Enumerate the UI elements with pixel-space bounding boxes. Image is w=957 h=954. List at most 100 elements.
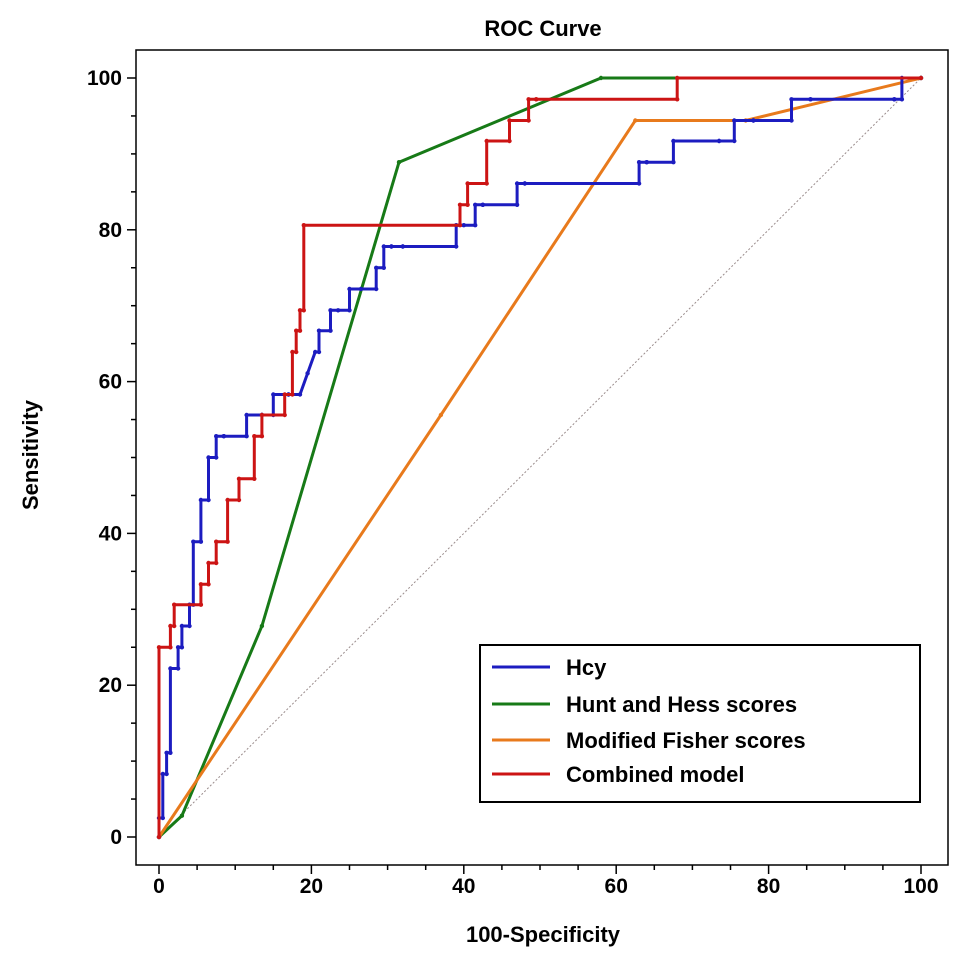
data-point-combined-model bbox=[252, 434, 257, 439]
data-point-hcy bbox=[179, 645, 185, 650]
data-point-modified-fisher-scores bbox=[438, 412, 444, 418]
data-point-hcy bbox=[480, 202, 485, 207]
data-point-combined-model bbox=[198, 582, 204, 587]
data-point-combined-model bbox=[507, 118, 512, 123]
data-point-combined-model bbox=[526, 97, 531, 102]
data-point-combined-model bbox=[301, 223, 306, 228]
y-tick-label: 80 bbox=[99, 219, 122, 242]
data-point-hcy bbox=[198, 539, 204, 544]
data-point-hunt-and-hess-scores bbox=[259, 623, 265, 629]
data-point-combined-model bbox=[465, 202, 470, 207]
data-point-hcy bbox=[164, 771, 169, 777]
data-point-hcy bbox=[175, 666, 181, 671]
data-point-combined-model bbox=[206, 560, 211, 566]
data-point-combined-model bbox=[484, 181, 489, 186]
y-tick-label: 40 bbox=[99, 522, 122, 545]
data-point-hcy bbox=[191, 539, 196, 544]
data-point-combined-model bbox=[225, 539, 230, 544]
data-point-combined-model bbox=[526, 118, 531, 123]
data-point-hcy bbox=[732, 118, 737, 123]
legend-label-hunt-hess: Hunt and Hess scores bbox=[566, 692, 797, 717]
legend-box bbox=[479, 644, 921, 803]
data-point-hcy bbox=[168, 666, 173, 671]
data-point-hcy bbox=[473, 202, 478, 207]
data-point-combined-model bbox=[290, 349, 295, 355]
data-point-hcy bbox=[644, 160, 649, 165]
axis-ticks: 0 20 40 60 80 100 0 20 40 60 80 100 bbox=[87, 67, 939, 898]
data-point-combined-model bbox=[236, 497, 242, 503]
data-point-hcy bbox=[892, 97, 897, 102]
data-point-hcy bbox=[175, 645, 181, 650]
data-point-hcy bbox=[328, 308, 333, 313]
y-axis-label: Sensitivity bbox=[18, 399, 43, 510]
data-point-hcy bbox=[244, 434, 249, 439]
y-tick-label: 60 bbox=[99, 371, 122, 394]
data-point-combined-model bbox=[507, 138, 512, 144]
data-point-hcy bbox=[381, 244, 386, 249]
data-point-hcy bbox=[374, 265, 379, 270]
data-point-combined-model bbox=[168, 645, 173, 650]
data-point-hcy bbox=[381, 265, 386, 270]
x-axis-label: 100-Specificity bbox=[466, 922, 621, 947]
data-point-combined-model bbox=[290, 392, 295, 397]
data-point-hcy bbox=[316, 328, 322, 333]
data-point-combined-model bbox=[675, 97, 680, 102]
legend: Hcy Hunt and Hess scores Modified Fisher… bbox=[479, 644, 921, 803]
data-point-hcy bbox=[789, 97, 794, 102]
x-tick-label: 100 bbox=[903, 875, 938, 898]
data-point-combined-model bbox=[214, 560, 219, 566]
data-point-combined-model bbox=[457, 223, 463, 228]
data-point-hcy bbox=[328, 328, 333, 333]
data-point-hunt-and-hess-scores bbox=[179, 813, 185, 818]
data-point-combined-model bbox=[252, 476, 257, 481]
data-point-combined-model bbox=[301, 308, 306, 313]
data-point-hcy bbox=[168, 750, 173, 755]
reference-line bbox=[158, 77, 922, 838]
data-point-hcy bbox=[179, 623, 185, 629]
data-point-hcy bbox=[164, 750, 169, 755]
legend-label-modified-fisher: Modified Fisher scores bbox=[566, 728, 806, 753]
data-point-hcy bbox=[808, 97, 813, 102]
data-point-hcy bbox=[522, 181, 527, 186]
data-point-hcy bbox=[461, 223, 466, 228]
data-point-combined-model bbox=[465, 181, 470, 186]
data-point-hcy bbox=[751, 118, 756, 123]
y-tick-label: 0 bbox=[110, 826, 122, 849]
data-point-hcy bbox=[206, 455, 211, 460]
data-point-hunt-and-hess-scores bbox=[598, 75, 604, 81]
data-point-hcy bbox=[389, 244, 394, 249]
data-point-hcy bbox=[214, 434, 219, 439]
data-point-hcy bbox=[316, 349, 322, 355]
data-point-hcy bbox=[671, 160, 676, 165]
data-point-hcy bbox=[899, 97, 905, 102]
x-tick-label: 20 bbox=[300, 875, 323, 898]
data-point-combined-model bbox=[259, 434, 265, 439]
data-point-hcy bbox=[716, 138, 722, 144]
data-point-hcy bbox=[244, 412, 249, 418]
y-tick-label: 20 bbox=[99, 674, 122, 697]
reference-diagonal bbox=[158, 77, 922, 838]
data-point-hcy bbox=[400, 244, 405, 249]
data-point-hcy bbox=[671, 138, 676, 144]
data-point-combined-model bbox=[156, 834, 162, 840]
data-point-modified-fisher-scores bbox=[633, 118, 638, 123]
data-point-combined-model bbox=[297, 328, 303, 333]
data-point-combined-model bbox=[259, 412, 265, 418]
data-point-hcy bbox=[636, 160, 642, 165]
data-point-hcy bbox=[187, 623, 192, 629]
data-point-combined-model bbox=[206, 582, 211, 587]
data-point-hcy bbox=[732, 138, 737, 144]
series-layer bbox=[156, 75, 924, 840]
data-point-combined-model bbox=[294, 328, 299, 333]
data-point-combined-model bbox=[168, 623, 173, 629]
data-point-hcy bbox=[335, 308, 341, 313]
data-point-hcy bbox=[160, 771, 165, 777]
data-point-combined-model bbox=[294, 349, 299, 355]
data-point-combined-model bbox=[918, 75, 924, 81]
chart-title: ROC Curve bbox=[484, 16, 601, 41]
data-point-combined-model bbox=[282, 412, 287, 418]
data-point-hcy bbox=[221, 434, 226, 439]
data-point-hcy bbox=[347, 286, 352, 292]
data-point-combined-model bbox=[172, 602, 177, 607]
